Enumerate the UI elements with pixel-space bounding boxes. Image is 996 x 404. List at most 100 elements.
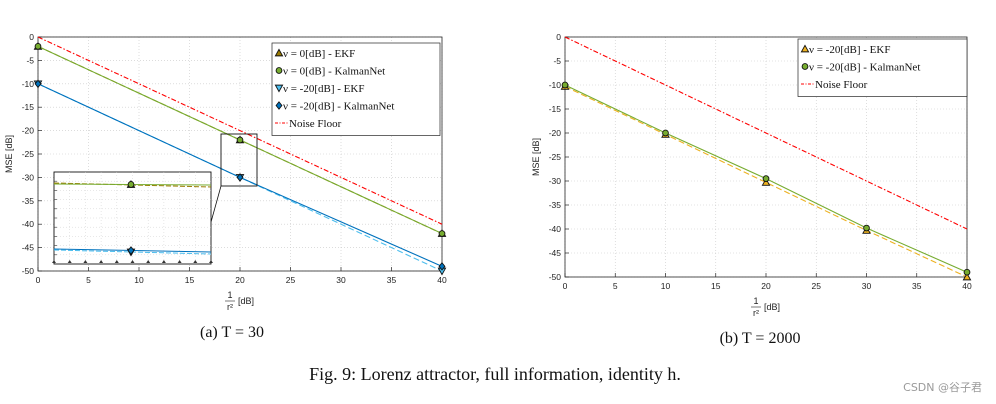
legend-marker-2 bbox=[275, 67, 283, 74]
y-tick-label: 0 bbox=[556, 32, 561, 42]
series-2-point bbox=[863, 224, 870, 232]
y-tick-label: -45 bbox=[549, 248, 562, 258]
series-2-point bbox=[236, 136, 244, 144]
x-tick-label: 40 bbox=[962, 281, 972, 291]
x-tick-label: 40 bbox=[437, 275, 447, 285]
x-tick-label: 35 bbox=[387, 275, 397, 285]
inset-marker bbox=[127, 246, 135, 255]
x-axis-label-numerator: 1 bbox=[753, 296, 758, 306]
legend-marker-4 bbox=[275, 101, 283, 110]
x-tick-label: 25 bbox=[812, 281, 822, 291]
y-tick-label: -30 bbox=[22, 172, 35, 182]
y-tick-label: -30 bbox=[549, 176, 562, 186]
x-axis-label-unit: [dB] bbox=[764, 302, 780, 312]
y-axis-label: MSE [dB] bbox=[4, 135, 14, 173]
x-tick-label: 15 bbox=[185, 275, 195, 285]
y-tick-label: -35 bbox=[22, 196, 35, 206]
x-tick-label: 20 bbox=[761, 281, 771, 291]
series-2-point bbox=[438, 230, 446, 237]
y-tick-label: -15 bbox=[22, 102, 35, 112]
x-tick-label: 5 bbox=[86, 275, 91, 285]
series-line-1 bbox=[564, 85, 968, 278]
y-tick-label: -25 bbox=[22, 149, 35, 159]
y-tick-label: 0 bbox=[29, 32, 34, 42]
series-2-point bbox=[34, 43, 42, 50]
x-tick-label: 5 bbox=[613, 281, 618, 291]
inset-tick bbox=[99, 260, 104, 263]
legend-label-5: Noise Floor bbox=[289, 118, 342, 130]
y-tick-label: -35 bbox=[549, 200, 562, 210]
y-tick-label: -40 bbox=[22, 219, 35, 229]
subcaption-b: (b) T = 2000 bbox=[720, 330, 801, 347]
inset-tick bbox=[130, 260, 135, 263]
zoom-region-box bbox=[220, 133, 258, 187]
watermark: CSDN @谷子君 bbox=[903, 381, 982, 394]
legend-marker-1 bbox=[800, 44, 810, 53]
legend-box bbox=[797, 38, 968, 97]
x-axis-label-unit: [dB] bbox=[238, 296, 254, 306]
inset-tick bbox=[193, 260, 198, 263]
inset-tick bbox=[161, 260, 166, 263]
inset-tick bbox=[209, 260, 213, 263]
figure-caption: Fig. 9: Lorenz attractor, full informati… bbox=[309, 364, 681, 384]
inset-tick bbox=[52, 260, 56, 263]
legend-label-2: ν = -20[dB] - KalmanNet bbox=[809, 62, 920, 74]
series-line-5 bbox=[37, 36, 443, 225]
series-4-point bbox=[438, 261, 446, 271]
x-tick-label: 30 bbox=[862, 281, 872, 291]
x-tick-label: 0 bbox=[563, 281, 568, 291]
legend-marker-3 bbox=[274, 84, 284, 93]
series-2-point bbox=[963, 268, 971, 276]
legend-box bbox=[271, 42, 441, 136]
x-tick-label: 25 bbox=[286, 275, 296, 285]
x-tick-label: 0 bbox=[36, 275, 41, 285]
y-tick-label: -45 bbox=[22, 243, 35, 253]
chart-b: 0-5-10-15-20-25-30-35-40-45-500 5 10 15 20 25… bbox=[531, 32, 972, 318]
y-tick-label: -25 bbox=[549, 152, 562, 162]
x-tick-label: 20 bbox=[235, 275, 245, 285]
series-1-point bbox=[962, 272, 972, 281]
subcaption-a: (a) T = 30 bbox=[200, 324, 264, 341]
y-tick-label: -20 bbox=[549, 128, 562, 138]
series-1-point bbox=[761, 177, 771, 186]
inset-tick bbox=[83, 260, 88, 263]
series-4-point bbox=[236, 173, 244, 182]
series-2-point bbox=[662, 129, 669, 137]
inset-tick bbox=[114, 260, 119, 263]
legend-label-2: ν = 0[dB] - KalmanNet bbox=[283, 66, 385, 78]
x-axis-label-denominator: r² bbox=[227, 302, 233, 312]
y-tick-label: -5 bbox=[26, 55, 34, 65]
zoom-connector-line bbox=[210, 185, 222, 223]
x-axis-label-denominator: r² bbox=[753, 308, 759, 318]
x-axis-label-numerator: 1 bbox=[227, 290, 232, 300]
series-2-point bbox=[561, 81, 569, 89]
y-axis-label: MSE [dB] bbox=[531, 138, 541, 176]
inset-tick bbox=[146, 260, 151, 263]
y-tick-label: -20 bbox=[22, 126, 35, 136]
y-tick-label: -10 bbox=[549, 80, 562, 90]
legend-label-1: ν = 0[dB] - EKF bbox=[283, 48, 355, 60]
legend-label-4: ν = -20[dB] - KalmanNet bbox=[283, 101, 394, 113]
legend-label-1: ν = -20[dB] - EKF bbox=[809, 44, 890, 56]
y-tick-label: -40 bbox=[549, 224, 562, 234]
inset-marker bbox=[127, 181, 135, 188]
legend-label-3: Noise Floor bbox=[815, 79, 868, 91]
y-tick-label: -15 bbox=[549, 104, 562, 114]
legend-marker-2 bbox=[801, 63, 809, 70]
x-tick-label: 10 bbox=[661, 281, 671, 291]
x-tick-label: 15 bbox=[711, 281, 721, 291]
legend-marker-1 bbox=[274, 48, 284, 57]
x-tick-label: 30 bbox=[336, 275, 346, 285]
series-line-3 bbox=[564, 36, 968, 230]
chart-a: 0-5-10-15-20-25-30-35-40-45-500 5 10 15 20 25… bbox=[4, 32, 447, 312]
series-4-point bbox=[34, 79, 42, 89]
y-tick-label: -10 bbox=[22, 79, 35, 89]
y-tick-label: -50 bbox=[549, 272, 562, 282]
y-tick-label: -50 bbox=[22, 266, 35, 276]
y-tick-label: -5 bbox=[553, 56, 561, 66]
series-2-point bbox=[762, 175, 770, 182]
legend-label-3: ν = -20[dB] - EKF bbox=[283, 83, 364, 95]
x-tick-label: 10 bbox=[134, 275, 144, 285]
inset-tick bbox=[67, 260, 72, 263]
